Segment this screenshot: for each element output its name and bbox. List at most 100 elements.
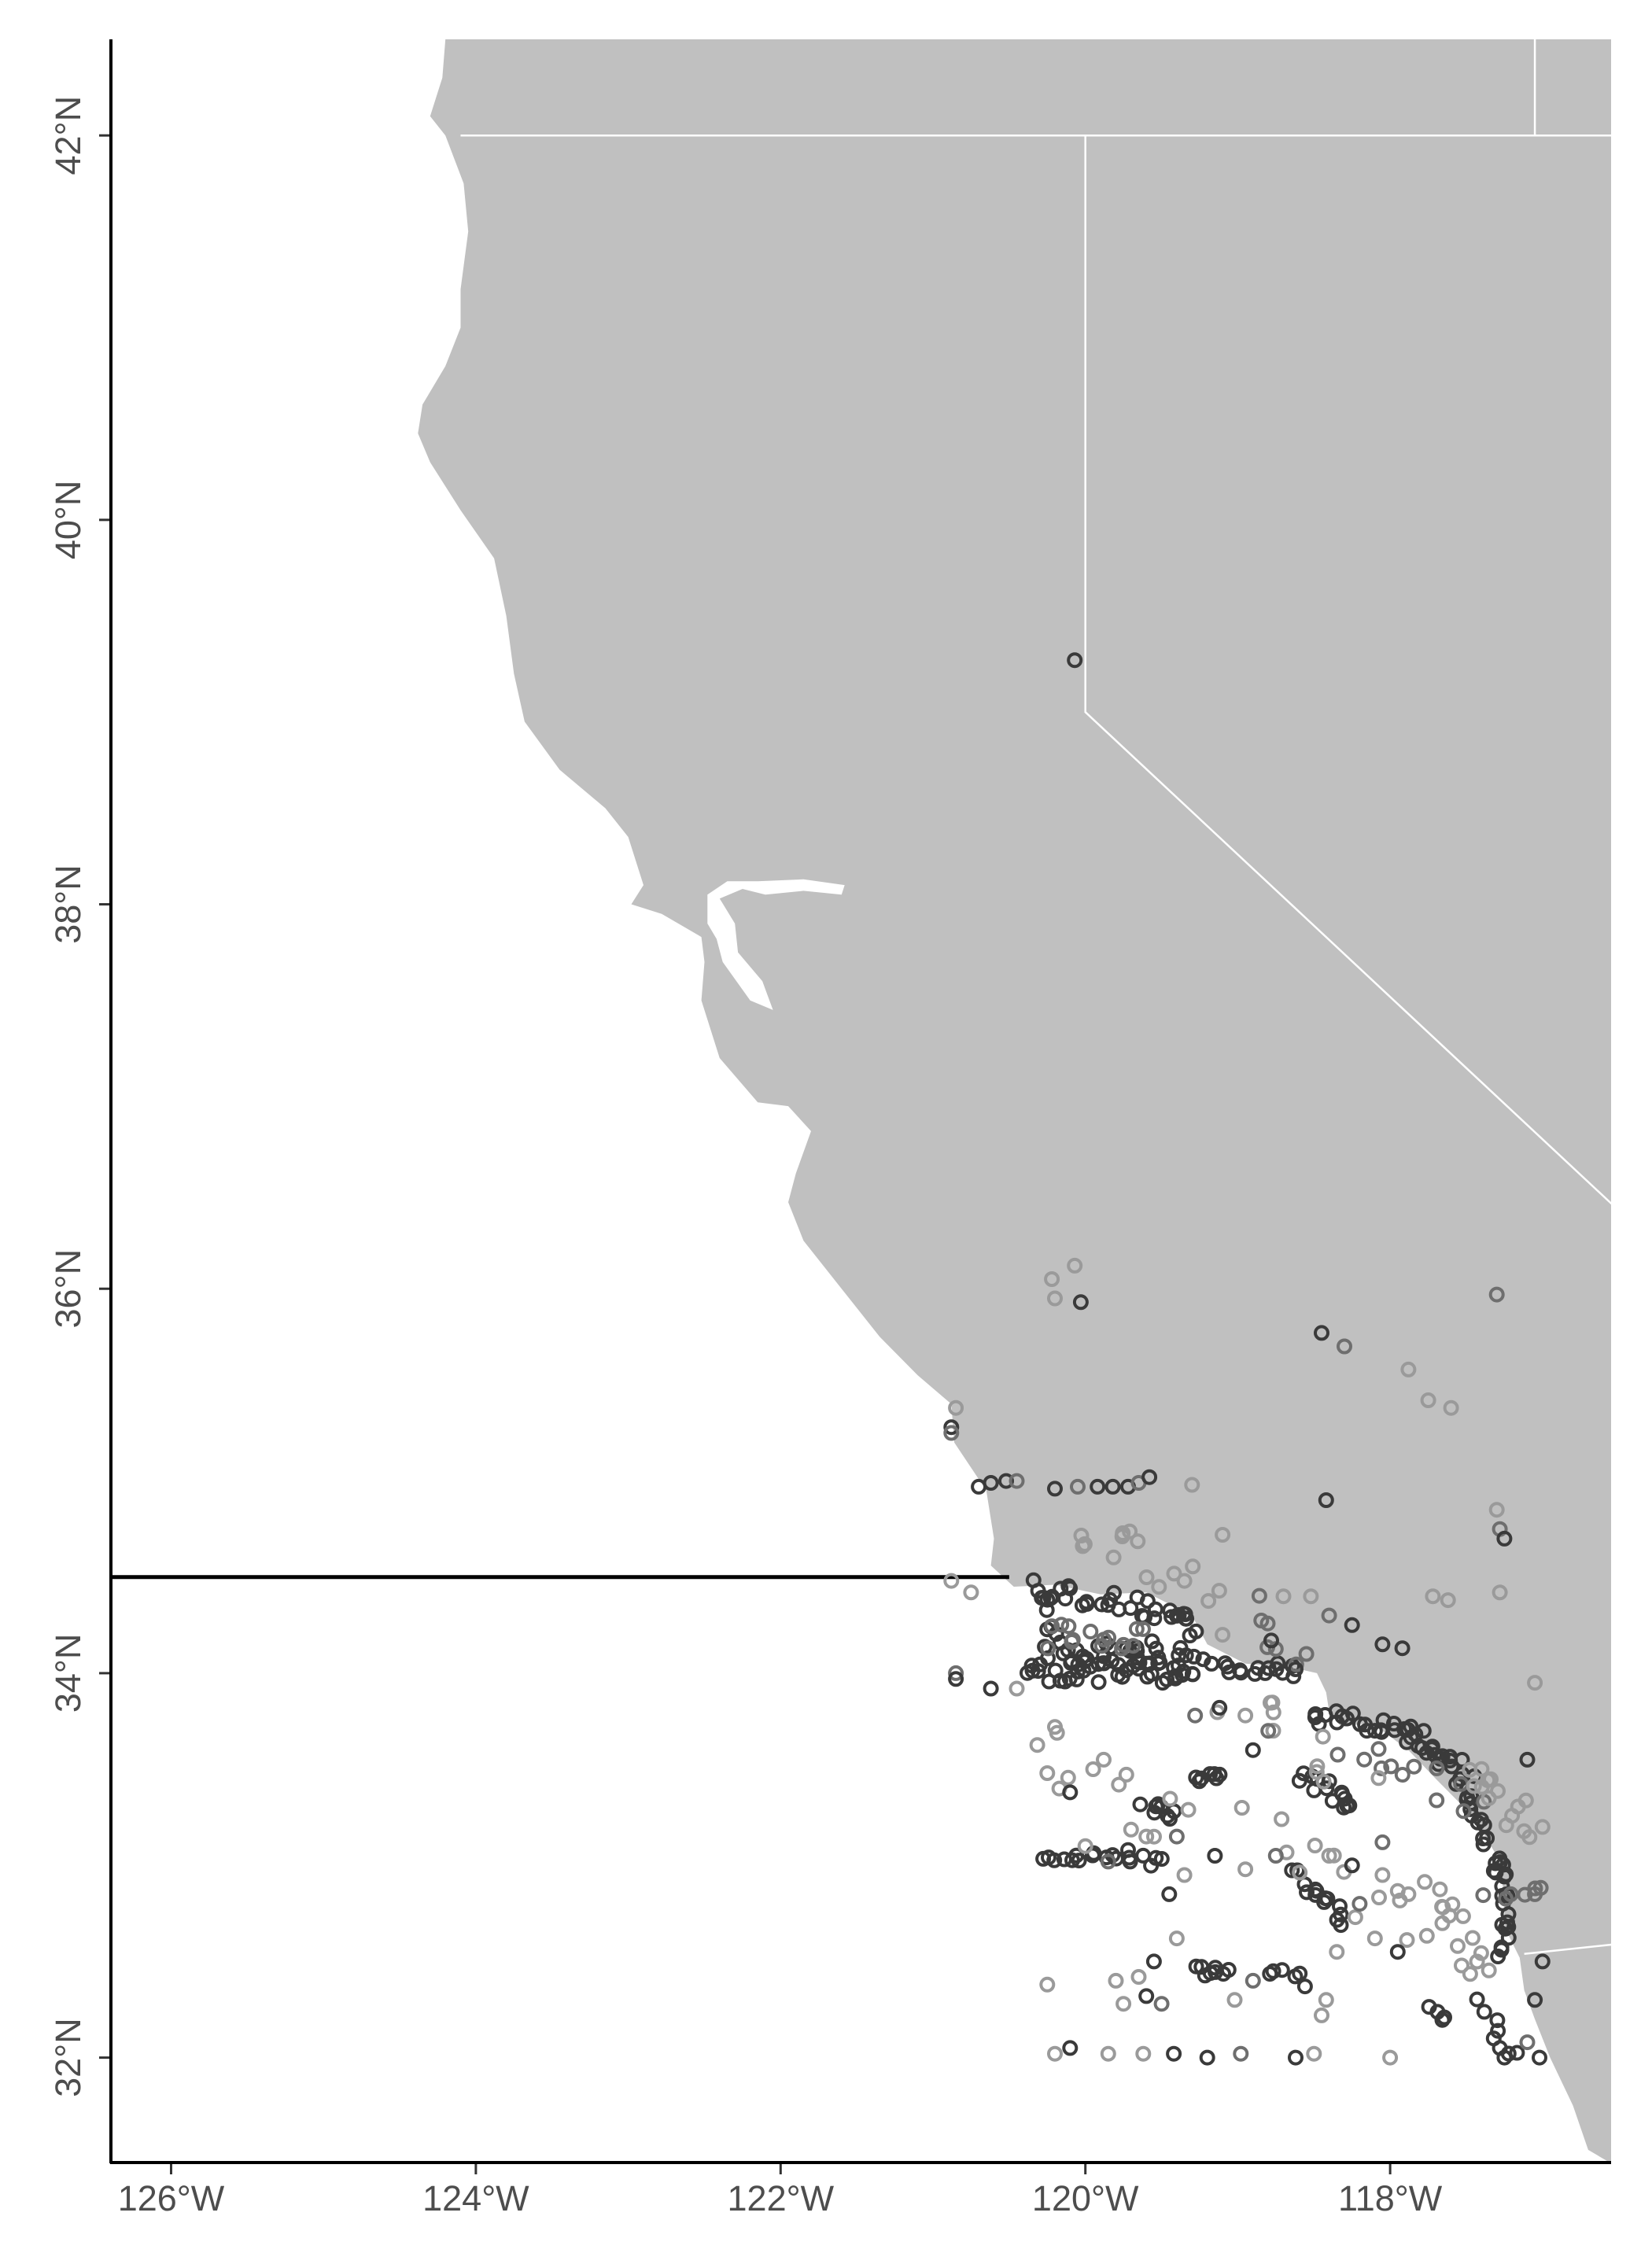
observation-point xyxy=(1220,1962,1237,1978)
border-line xyxy=(1524,1943,1611,1955)
observation-point xyxy=(1298,1646,1315,1662)
observation-point xyxy=(1105,1549,1122,1565)
observation-point xyxy=(1226,1992,1243,2008)
observation-point xyxy=(943,1425,960,1441)
observation-point xyxy=(1053,1617,1070,1633)
observation-point xyxy=(1492,1584,1508,1601)
observation-point xyxy=(1067,1257,1083,1274)
observation-point xyxy=(1475,1836,1492,1853)
observation-point xyxy=(1406,1758,1422,1775)
observation-point xyxy=(1187,1707,1204,1724)
observation-point xyxy=(1429,1792,1445,1809)
observation-point xyxy=(1370,1770,1387,1787)
x-tick-label: 122°W xyxy=(728,2178,835,2218)
observation-point xyxy=(1168,1930,1185,1947)
observation-point xyxy=(1488,1286,1505,1303)
observation-point xyxy=(1121,1849,1138,1866)
observation-point xyxy=(1383,1758,1399,1775)
observation-point xyxy=(943,1573,960,1589)
observation-point xyxy=(1146,1828,1162,1845)
observation-point xyxy=(1527,1880,1543,1897)
observation-point xyxy=(1265,1963,1281,1979)
observation-point xyxy=(1351,1896,1368,1912)
observation-point xyxy=(1257,1665,1274,1681)
observation-point xyxy=(1394,1640,1410,1657)
observation-point xyxy=(1062,1784,1079,1801)
observation-point xyxy=(1130,1533,1146,1550)
observation-point xyxy=(1138,1569,1155,1585)
observation-point xyxy=(1153,1996,1170,2012)
observation-point xyxy=(1400,1886,1417,1902)
border-line xyxy=(1084,135,1611,1205)
observation-point xyxy=(1038,1602,1055,1618)
observation-point xyxy=(1110,1667,1127,1683)
observation-point xyxy=(1394,1767,1410,1783)
observation-point xyxy=(1316,1894,1333,1910)
observation-point xyxy=(983,1475,999,1491)
observation-point xyxy=(1509,2045,1525,2061)
observation-point xyxy=(1389,1944,1406,1960)
observation-point xyxy=(1104,1653,1120,1669)
observation-point xyxy=(1139,1593,1156,1610)
observation-point xyxy=(1374,1760,1390,1776)
observation-point xyxy=(1469,1991,1485,2008)
observation-point xyxy=(1415,1723,1432,1739)
observation-point xyxy=(1496,1868,1513,1885)
observation-point xyxy=(1207,1848,1223,1864)
observation-point xyxy=(1500,1919,1517,1935)
observation-point xyxy=(1284,1862,1300,1879)
observation-point xyxy=(1344,1857,1360,1874)
observation-point xyxy=(1274,1811,1290,1827)
observation-point xyxy=(1370,1741,1387,1757)
observation-point xyxy=(1267,1848,1284,1864)
observation-point xyxy=(1064,1632,1081,1648)
observation-point xyxy=(1215,1627,1231,1643)
observation-point xyxy=(1534,1819,1551,1835)
observation-point xyxy=(1211,1699,1228,1716)
observation-point xyxy=(943,1419,960,1436)
observation-point xyxy=(1135,1621,1151,1637)
observation-point xyxy=(1303,1588,1319,1605)
observation-point xyxy=(1144,1633,1160,1650)
observation-point xyxy=(1030,1663,1046,1680)
observation-point xyxy=(1102,1591,1119,1608)
observation-point xyxy=(1145,1953,1162,1970)
observation-point xyxy=(1532,2049,1547,2066)
observation-point xyxy=(1288,2049,1304,2066)
observation-point xyxy=(1436,2009,1452,2026)
observation-point xyxy=(1521,1829,1538,1846)
observation-point xyxy=(1009,1680,1025,1697)
observation-point xyxy=(1237,1861,1254,1878)
observation-point xyxy=(1096,1632,1112,1648)
observation-point xyxy=(1062,1580,1079,1596)
observation-point xyxy=(1314,1325,1329,1341)
observation-point xyxy=(1462,1801,1479,1817)
observation-point xyxy=(1180,1801,1197,1818)
observation-points xyxy=(943,652,1551,2066)
observation-point xyxy=(1232,1662,1248,1679)
observation-point xyxy=(1085,1761,1101,1777)
observation-point xyxy=(1095,1655,1112,1672)
observation-point xyxy=(1374,1834,1391,1850)
observation-point xyxy=(1517,1792,1534,1809)
observation-point xyxy=(1475,1887,1492,1904)
observation-point xyxy=(1337,1338,1352,1355)
observation-point xyxy=(1309,1758,1326,1775)
observation-point xyxy=(1299,1884,1315,1901)
observation-point xyxy=(1143,1665,1160,1682)
observation-point xyxy=(1527,1992,1543,2008)
observation-point xyxy=(1115,1636,1132,1653)
state-borders xyxy=(460,39,1611,1955)
observation-point xyxy=(1263,1632,1279,1649)
observation-point xyxy=(1147,1601,1163,1617)
observation-point xyxy=(1104,1478,1121,1495)
observation-point xyxy=(1481,1962,1497,1978)
observation-point xyxy=(1166,1660,1182,1676)
observation-point xyxy=(1420,1392,1436,1408)
observation-point xyxy=(1265,1704,1281,1720)
observation-point xyxy=(1527,1886,1543,1902)
observation-point xyxy=(1062,2040,1079,2056)
observation-point xyxy=(1100,1853,1116,1870)
observation-point xyxy=(1441,1908,1458,1923)
observation-point xyxy=(1060,1618,1077,1635)
